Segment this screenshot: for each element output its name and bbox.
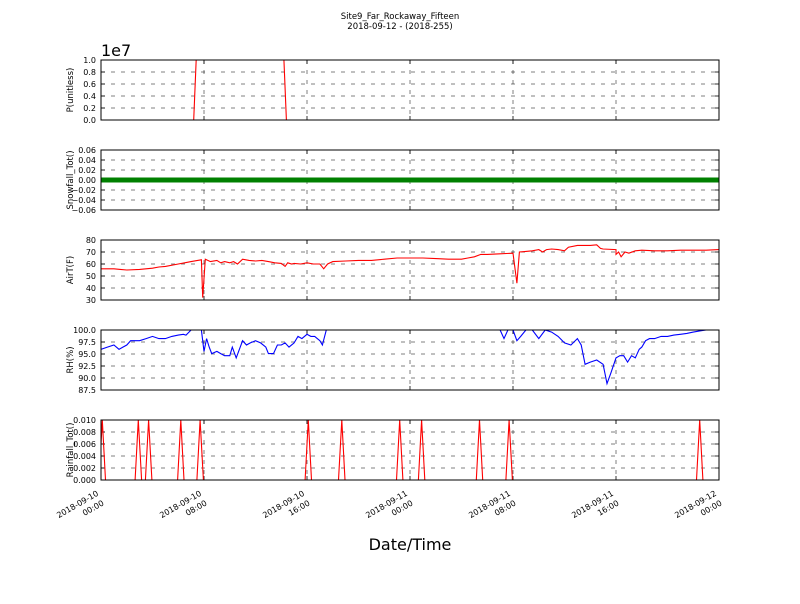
y-tick-label: 90.0 — [78, 374, 96, 383]
axes-frame — [100, 329, 720, 391]
y-tick-label: 97.5 — [78, 338, 96, 347]
y-axis-label: P(unitless) — [66, 68, 76, 113]
axes-frame — [100, 149, 720, 211]
y-tick-label: 95.0 — [78, 350, 96, 359]
y-tick-label: 0.006 — [73, 440, 96, 449]
y-tick-label: 40 — [86, 284, 96, 293]
panel-1: −0.06−0.04−0.020.000.020.040.06Snowfall_… — [66, 146, 720, 215]
axes-frame — [100, 59, 720, 121]
y-axis-label: RH(%) — [66, 346, 76, 373]
y-tick-label: −0.02 — [71, 186, 96, 195]
chart-title: Site9_Far_Rockaway_Fifteen — [341, 12, 460, 22]
y-tick-label: 80 — [86, 236, 96, 245]
y-offset-text: 1e7 — [101, 41, 131, 60]
y-tick-label: 0.6 — [83, 80, 96, 89]
y-tick-label: 0.0 — [83, 116, 96, 125]
y-tick-label: 50 — [86, 272, 96, 281]
y-tick-label: 0.004 — [73, 452, 96, 461]
y-tick-label: 70 — [86, 248, 96, 257]
y-tick-label: 87.5 — [78, 386, 96, 395]
y-tick-label: 100.0 — [73, 326, 96, 335]
series-line-0 — [101, 420, 719, 480]
y-tick-label: 0.4 — [83, 92, 96, 101]
series-line-0 — [101, 330, 719, 386]
y-tick-label: −0.04 — [71, 196, 96, 205]
y-tick-label: 92.5 — [78, 362, 96, 371]
y-tick-label: 0.8 — [83, 68, 96, 77]
panel-2: 30 40 50 60 70 80 AirT(F) — [66, 236, 720, 305]
x-tick-label: 2018-09-1008:00 — [158, 489, 208, 530]
panel-0: 0.0 0.2 0.4 0.6 0.8 1.0 P(unitless) 1e7 — [66, 41, 720, 125]
x-tick-label: 2018-09-1100:00 — [364, 489, 414, 530]
y-tick-label: 0.002 — [73, 464, 96, 473]
y-tick-label: 1.0 — [83, 56, 96, 65]
y-axis-label: Rainfall_Tot() — [66, 423, 76, 478]
y-tick-label: 30 — [86, 296, 96, 305]
x-tick-label: 2018-09-1108:00 — [467, 489, 517, 530]
y-tick-label: 0.02 — [78, 166, 96, 175]
y-tick-label: 0.04 — [78, 156, 96, 165]
y-tick-label: 0.2 — [83, 104, 96, 113]
axes-frame — [100, 419, 720, 481]
x-axis-label: Date/Time — [369, 535, 452, 554]
x-tick-label: 2018-09-1116:00 — [570, 489, 620, 530]
y-tick-label: 0.010 — [73, 416, 96, 425]
y-axis-label: AirT(F) — [66, 256, 76, 284]
panel-4: 0.000 0.002 0.004 0.006 0.008 0.010Rainfall_T… — [66, 416, 720, 485]
y-tick-label: −0.06 — [71, 206, 96, 215]
y-tick-label: 60 — [86, 260, 96, 269]
y-tick-label: 0.000 — [73, 476, 96, 485]
x-tick-label: 2018-09-1016:00 — [261, 489, 311, 530]
chart-subtitle: 2018-09-12 - (2018-255) — [347, 22, 452, 32]
series-line-0 — [101, 244, 719, 298]
x-tick-label: 2018-09-1200:00 — [673, 489, 723, 530]
y-tick-label: 0.06 — [78, 146, 96, 155]
axes-frame — [100, 239, 720, 301]
panel-3: 87.5 90.0 92.5 95.0 97.5 100.0 RH(%) — [66, 326, 720, 395]
panels: 0.00.20.40.60.81.0P(unitless)1e7−0.06−0.… — [66, 41, 720, 485]
x-tick-labels: 2018-09-1000:00 2018-09-1008:00 2018-09-10… — [55, 489, 723, 530]
y-axis-label: Snowfall_Tot() — [66, 150, 76, 209]
y-tick-label: 0.00 — [78, 176, 96, 185]
x-tick-label: 2018-09-1000:00 — [55, 489, 105, 530]
y-tick-label: 0.008 — [73, 428, 96, 437]
